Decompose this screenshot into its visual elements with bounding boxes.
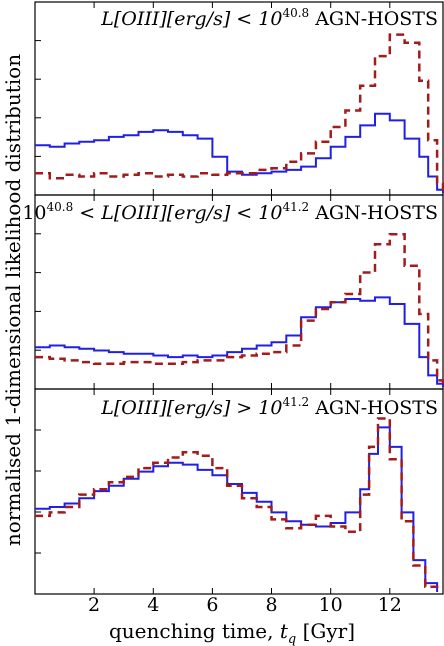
panel-0-dashed-series [35,33,444,193]
panel-0-title-sup-1: 40.8 [282,6,309,20]
panel-1-title-sup-2: 41.2 [282,200,309,214]
panel-1-frame [34,194,444,390]
panel-1-title-sup-1: 40.8 [47,200,74,214]
panel-2-title: L[OIII][erg/s] > 1041.2 AGN-HOSTS [100,395,438,419]
panel-1-yticks [35,195,391,389]
panel-0-title-text: AGN-HOSTS [314,8,438,30]
panel-0-title: L[OIII][erg/s] < 1040.8 AGN-HOSTS [100,6,438,30]
panel-1-title-text: AGN-HOSTS [314,202,438,224]
panel-1: 1040.8 < L[OIII][erg/s] < 1041.2 AGN-HOS… [22,194,444,390]
panel-0-frame [34,1,444,196]
panel-1-title-math-2: < L[OIII][erg/s] < 10 [73,202,282,224]
y-axis-label: normalised 1-dimensional likelihood dist… [1,54,25,546]
panel-2-title-text: AGN-HOSTS [314,397,438,419]
panel-2: L[OIII][erg/s] > 1041.2 AGN-HOSTS [34,388,444,595]
x-tick-label: 8 [265,594,277,616]
x-tick-label: 4 [147,594,159,616]
panel-0-yticks [35,2,391,195]
panel-2-title-sup-1: 41.2 [282,395,309,409]
x-axis-label: quenching time, tq [Gyr] [109,619,355,646]
x-ticks: 2 4 6 8 10 12 [88,594,402,616]
x-axis-label-suffix: [Gyr] [296,619,355,643]
panel-2-frame [34,388,444,595]
x-tick-label: 6 [206,594,218,616]
x-axis-label-var: t [280,619,289,643]
x-axis-label-sub: q [288,632,296,646]
panel-2-solid-series [35,426,439,592]
panel-2-dashed-series [35,417,439,592]
x-tick-label: 2 [88,594,100,616]
panel-1-solid-series [35,296,444,387]
panel-1-title: 1040.8 < L[OIII][erg/s] < 1041.2 AGN-HOS… [22,200,438,224]
panel-0-title-math-1: L[OIII][erg/s] < 10 [100,8,282,30]
x-tick-label: 10 [319,594,343,616]
panel-2-yticks [35,389,391,594]
x-tick-label: 12 [378,594,402,616]
panel-0-solid-series [35,112,444,193]
x-axis-label-prefix: quenching time, [109,619,280,643]
panel-1-title-math-1: 10 [22,202,46,224]
panel-0: L[OIII][erg/s] < 1040.8 AGN-HOSTS [34,1,444,196]
panel-1-dashed-series [35,233,444,387]
panel-2-title-math-1: L[OIII][erg/s] > 10 [100,397,282,419]
